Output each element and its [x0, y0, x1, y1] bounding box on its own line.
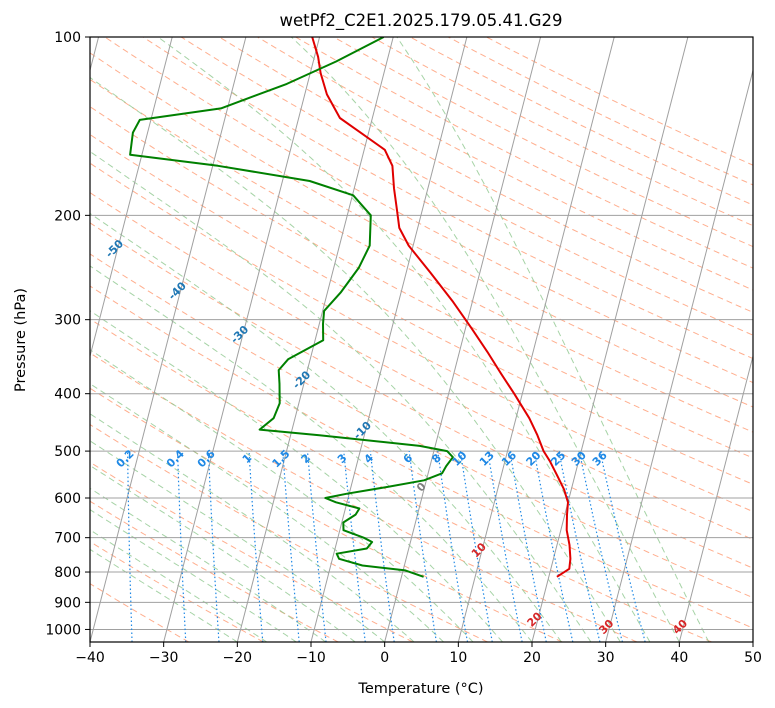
dry-adiabat-line	[90, 133, 753, 485]
moist-adiabat-line	[157, 37, 651, 642]
dry-adiabat-line	[90, 285, 753, 629]
mixing-ratio-line	[509, 451, 547, 642]
y-tick-label: 600	[54, 491, 81, 507]
moist-adiabat-line	[396, 37, 710, 642]
mixing-ratio-line	[599, 450, 646, 642]
mixing-ratio-line	[578, 450, 623, 642]
mixing-ratio-line	[533, 450, 574, 642]
mixing-ratio-line	[369, 451, 395, 642]
x-tick-label: 50	[744, 650, 762, 666]
dry-adiabat-line	[180, 37, 753, 336]
moist-adiabat-line	[90, 440, 386, 642]
dry-adiabat-line	[90, 352, 638, 642]
isotherm-grid	[90, 37, 753, 642]
isotherm-line	[90, 37, 173, 359]
plot-frame	[89, 36, 754, 643]
isotherm-line	[678, 354, 753, 642]
dry-adiabat-line	[90, 424, 488, 642]
y-tick-label: 700	[54, 531, 81, 547]
moist-adiabat-line	[90, 464, 356, 642]
x-axis-ticks: −40 −30 −20 −10 0 10 20 30 40 50	[75, 642, 762, 666]
y-tick-label: 1000	[45, 622, 81, 638]
temperature-line	[311, 37, 572, 578]
dry-adiabat-line	[90, 52, 753, 408]
dry-adiabat-line	[90, 583, 190, 642]
moist-adiabat-line	[90, 413, 415, 642]
dry-adiabat-line	[219, 37, 753, 313]
y-axis-ticks: 100 200 300 400 500 600 700 800 900 1000	[45, 30, 90, 638]
moist-adiabat-line	[290, 37, 680, 642]
moist-adiabat-line	[90, 212, 562, 642]
isotherm-line	[605, 68, 753, 642]
dry-adiabat-line	[90, 162, 753, 513]
profiles	[129, 37, 572, 578]
x-tick-label: −10	[296, 650, 326, 666]
y-tick-label: 500	[54, 444, 81, 460]
y-tick-label: 100	[54, 30, 81, 46]
moist-adiabat-line	[90, 76, 621, 642]
x-tick-label: −40	[75, 650, 105, 666]
isotherm-line	[90, 37, 247, 642]
dry-adiabat-line	[104, 37, 753, 384]
moist-adiabats	[90, 37, 710, 642]
moist-adiabat-line	[90, 150, 592, 642]
isotherm-line	[384, 37, 542, 642]
moist-adiabat-line	[90, 383, 444, 642]
mixing-ratio-line	[282, 451, 300, 642]
dry-adiabat-line	[90, 387, 563, 642]
x-tick-label: −30	[149, 650, 179, 666]
y-tick-label: 900	[54, 595, 81, 611]
y-tick-label: 800	[54, 565, 81, 581]
x-tick-label: −20	[223, 650, 253, 666]
isotherm-line	[163, 37, 321, 642]
mixing-ratio-line	[248, 451, 264, 642]
isotherm-line	[310, 37, 468, 642]
mixing-ratio-line	[558, 450, 601, 642]
y-axis-label: Pressure (hPa)	[13, 288, 29, 392]
y-tick-label: 200	[54, 208, 81, 224]
plot-area	[90, 37, 753, 642]
dry-adiabat-line	[90, 253, 753, 599]
x-tick-label: 30	[597, 650, 615, 666]
moist-adiabat-line	[90, 310, 503, 642]
x-tick-label: 10	[449, 650, 467, 666]
mixing-ratio-line	[408, 451, 437, 642]
isotherm-line	[531, 37, 689, 642]
x-axis-label: Temperature (°C)	[357, 681, 483, 697]
dewpoint-line	[129, 37, 454, 578]
mixing-ratio-lines	[126, 450, 646, 642]
y-tick-label: 400	[54, 387, 81, 403]
moist-adiabat-line	[90, 529, 268, 642]
x-tick-label: 0	[380, 650, 389, 666]
mixing-ratio-line	[437, 451, 469, 642]
chart-title: wetPf2_C2E1.2025.179.05.41.G29	[279, 11, 562, 31]
isobar-grid	[90, 37, 753, 630]
x-tick-label: 40	[670, 650, 688, 666]
mixing-ratio-line	[306, 451, 327, 642]
y-tick-label: 300	[54, 313, 81, 329]
x-tick-label: 20	[523, 650, 541, 666]
isotherm-line	[457, 37, 615, 642]
moist-adiabat-line	[90, 548, 238, 642]
